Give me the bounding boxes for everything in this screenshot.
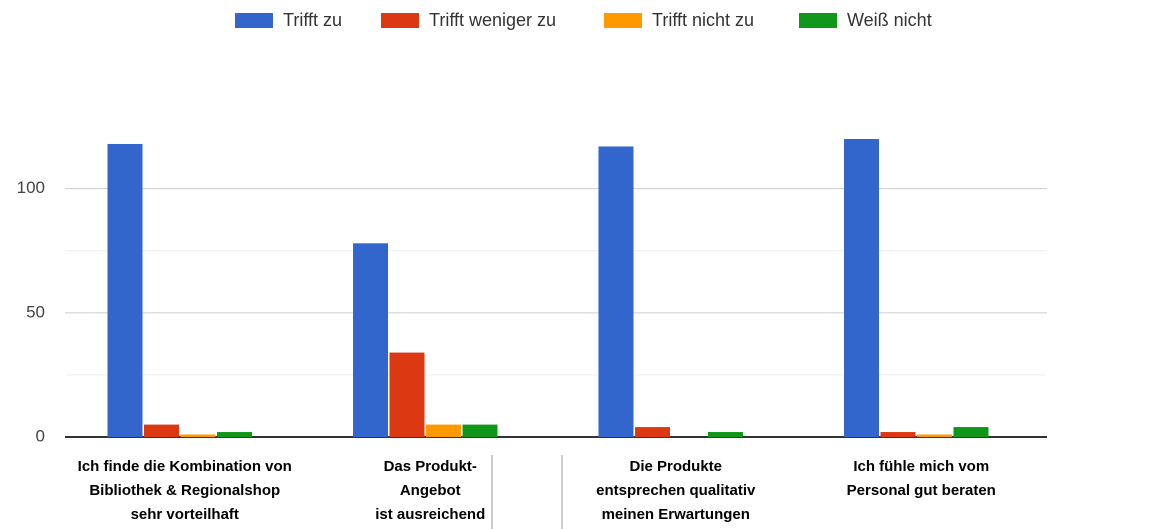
y-tick-label: 50 [26, 302, 45, 321]
bar [426, 424, 461, 437]
bar [708, 432, 743, 437]
y-tick-label: 0 [36, 426, 45, 445]
legend-label: Trifft weniger zu [429, 10, 556, 30]
x-tick-label: Ich fühle mich vom Personal gut beraten [847, 458, 996, 499]
bar [635, 427, 670, 437]
bar [880, 432, 916, 437]
bar [598, 146, 634, 437]
bar [844, 139, 879, 437]
legend-swatch [381, 13, 419, 28]
x-tick-label: Das Produkt-Angebot ist ausreichend [375, 458, 485, 523]
bar [217, 432, 252, 437]
bar [107, 143, 143, 437]
legend-swatch [604, 13, 642, 28]
legend-label: Trifft nicht zu [652, 10, 754, 30]
y-tick-label: 100 [17, 178, 45, 197]
bar [353, 243, 388, 437]
x-tick-label: Die Produkte entsprechen qualitativ meinen… [596, 458, 756, 523]
bar [917, 434, 952, 437]
legend-label: Trifft zu [283, 10, 342, 30]
x-tick-label: Ich finde die Kombination von Bibliothek … [78, 458, 292, 523]
legend-label: Weiß nicht [847, 10, 932, 30]
bar [180, 434, 216, 437]
legend-swatch [235, 13, 273, 28]
bar [144, 424, 179, 437]
bar [953, 427, 989, 437]
bar [462, 424, 498, 437]
legend-swatch [799, 13, 837, 28]
bar [389, 352, 425, 437]
